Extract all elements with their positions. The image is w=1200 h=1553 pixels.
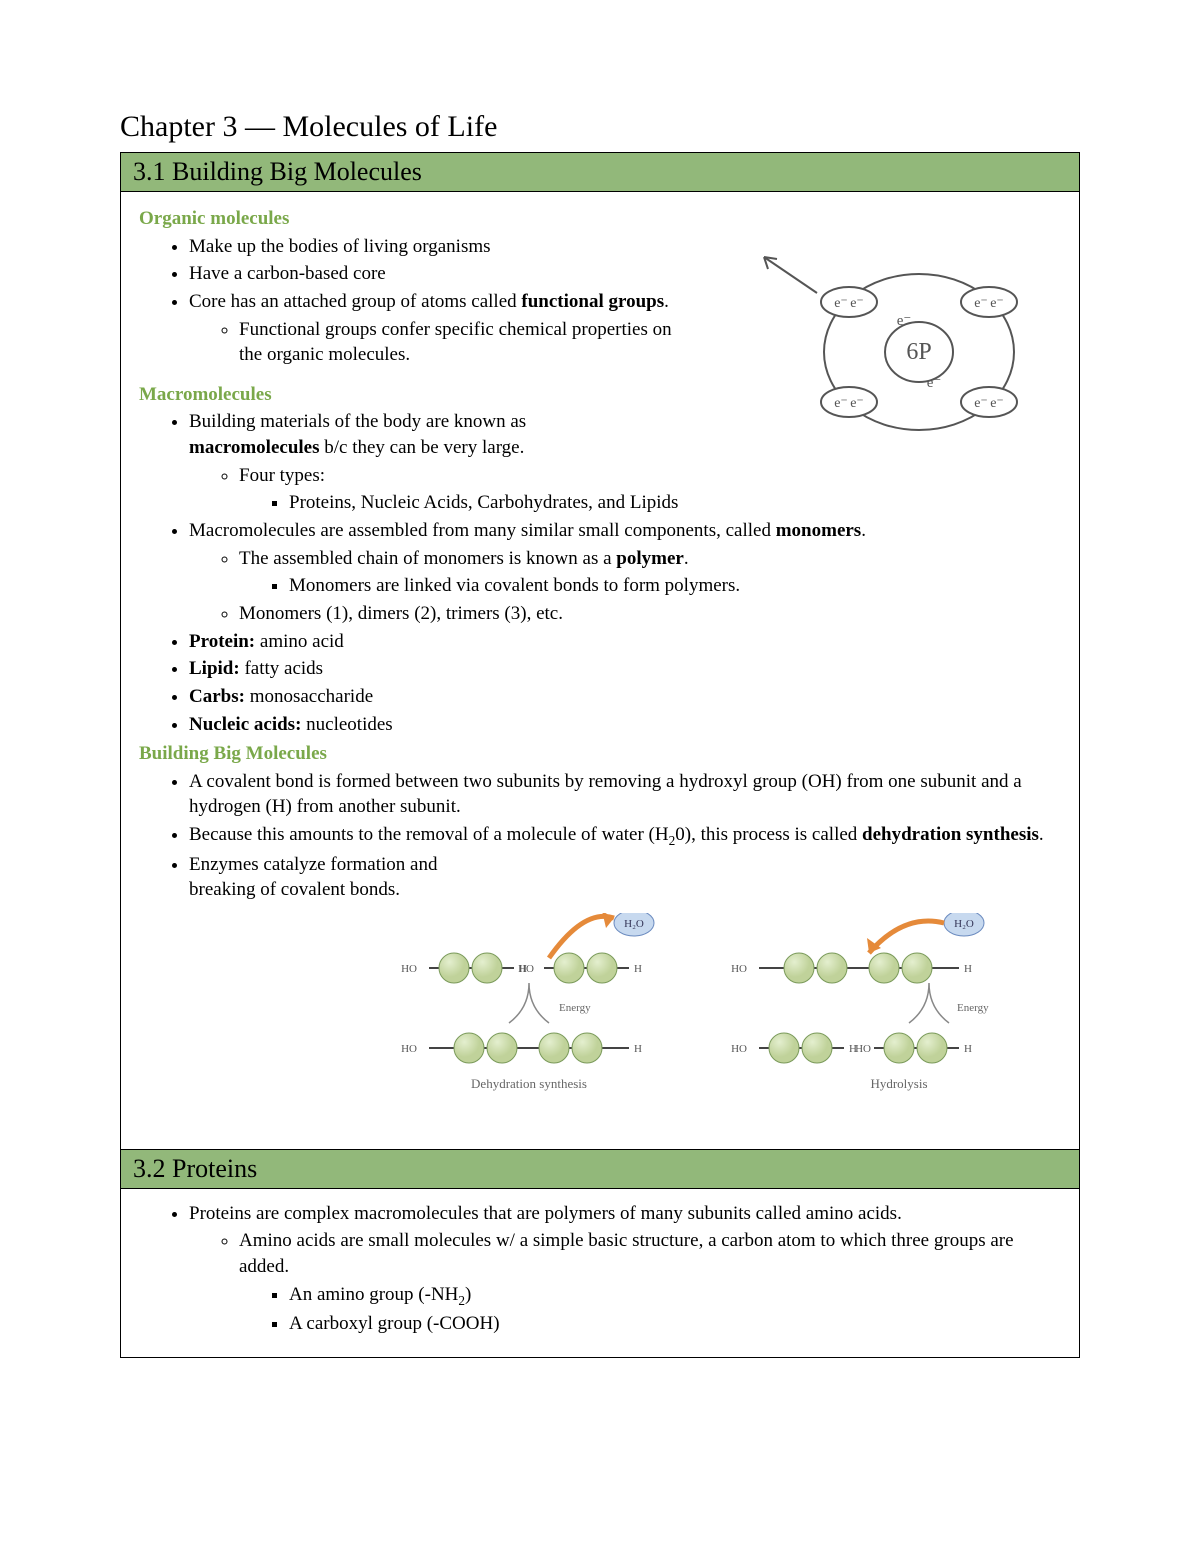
- list-item: Proteins are complex macromolecules that…: [189, 1201, 1061, 1337]
- list-item: The assembled chain of monomers is known…: [239, 546, 1061, 599]
- svg-text:HO: HO: [401, 963, 417, 975]
- list-item: Have a carbon-based core: [189, 261, 1061, 287]
- svg-text:Energy: Energy: [957, 1002, 989, 1014]
- svg-text:H₂O: H₂O: [624, 918, 644, 930]
- list-item: Lipid: fatty acids: [189, 656, 1061, 682]
- list-item: Four types: Proteins, Nucleic Acids, Car…: [239, 463, 1061, 516]
- section-3-2-content: Proteins are complex macromolecules that…: [121, 1189, 1079, 1357]
- list-item: Amino acids are small molecules w/ a sim…: [239, 1228, 1061, 1337]
- list-item: Monomers (1), dimers (2), trimers (3), e…: [239, 601, 1061, 627]
- list-item: Core has an attached group of atoms call…: [189, 289, 1061, 368]
- svg-text:HO: HO: [401, 1043, 417, 1055]
- list-item: Make up the bodies of living organisms: [189, 234, 1061, 260]
- list-item: A carboxyl group (-COOH): [289, 1311, 1061, 1337]
- svg-text:Energy: Energy: [559, 1002, 591, 1014]
- list-item: Macromolecules are assembled from many s…: [189, 518, 1061, 627]
- svg-text:HO: HO: [731, 1043, 747, 1055]
- list-item: Because this amounts to the removal of a…: [189, 822, 1061, 850]
- list-item: A covalent bond is formed between two su…: [189, 769, 1061, 820]
- list-item: Monomers are linked via covalent bonds t…: [289, 573, 1061, 599]
- chapter-title: Chapter 3 — Molecules of Life: [120, 110, 1080, 144]
- document-body: 3.1 Building Big Molecules 6P e⁻: [120, 152, 1080, 1358]
- svg-text:H₂O: H₂O: [954, 918, 974, 930]
- section-3-1-content: 6P e⁻ e⁻ e⁻ e⁻ e⁻ e⁻ e⁻ e⁻ e⁻ e⁻ Organic…: [121, 192, 1079, 1149]
- list-item: Nucleic acids: nucleotides: [189, 712, 1061, 738]
- svg-text:Dehydration synthesis: Dehydration synthesis: [471, 1076, 587, 1091]
- list-item: Building materials of the body are known…: [189, 409, 1061, 516]
- section-header-3-2: 3.2 Proteins: [121, 1149, 1079, 1189]
- svg-text:HO: HO: [518, 963, 534, 975]
- list-item: Functional groups confer specific chemic…: [239, 317, 689, 368]
- heading-building-big-molecules: Building Big Molecules: [139, 741, 1061, 767]
- svg-text:H: H: [964, 1043, 972, 1055]
- svg-text:HO: HO: [855, 1043, 871, 1055]
- list-item: Carbs: monosaccharide: [189, 684, 1061, 710]
- heading-organic-molecules: Organic molecules: [139, 206, 1061, 232]
- svg-text:H: H: [964, 963, 972, 975]
- list-item: Proteins, Nucleic Acids, Carbohydrates, …: [289, 490, 1061, 516]
- svg-text:H: H: [634, 963, 642, 975]
- list-item: An amino group (-NH2): [289, 1282, 1061, 1310]
- reaction-diagram: HO H HO H H₂O Energy HO H: [399, 913, 1019, 1113]
- section-header-3-1: 3.1 Building Big Molecules: [121, 153, 1079, 192]
- list-item: Enzymes catalyze formation and breaking …: [189, 852, 1061, 903]
- heading-macromolecules: Macromolecules: [139, 382, 1061, 408]
- list-item: Protein: amino acid: [189, 629, 1061, 655]
- svg-text:HO: HO: [731, 963, 747, 975]
- svg-text:Hydrolysis: Hydrolysis: [870, 1076, 927, 1091]
- svg-text:H: H: [634, 1043, 642, 1055]
